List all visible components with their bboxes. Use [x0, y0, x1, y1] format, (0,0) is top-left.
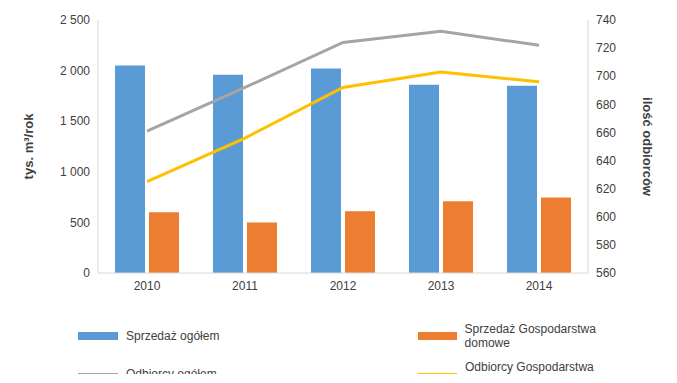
svg-text:680: 680	[596, 98, 616, 112]
svg-text:560: 560	[596, 266, 616, 280]
svg-text:2 500: 2 500	[60, 13, 90, 27]
html-text:Odbiorcy ogółem: Odbiorcy ogółem	[126, 367, 217, 381]
svg-text:720: 720	[596, 41, 616, 55]
html-text:Sprzedaż Gospodarstwa domowe: Sprzedaż Gospodarstwa domowe	[464, 322, 596, 350]
svg-text:500: 500	[70, 216, 90, 230]
svg-text:740: 740	[596, 13, 616, 27]
html-text:Sprzedaż ogółem: Sprzedaż ogółem	[126, 329, 220, 343]
svg-text:0: 0	[83, 266, 90, 280]
svg-text:2012: 2012	[330, 279, 357, 293]
svg-text:2014: 2014	[526, 279, 553, 293]
svg-text:660: 660	[596, 126, 616, 140]
svg-text:1 000: 1 000	[60, 165, 90, 179]
svg-text:2 000: 2 000	[60, 64, 90, 78]
svg-text:700: 700	[596, 69, 616, 83]
svg-text:580: 580	[596, 238, 616, 252]
svg-text:640: 640	[596, 154, 616, 168]
svg-text:600: 600	[596, 210, 616, 224]
svg-text:2011: 2011	[232, 279, 258, 293]
svg-text:ilość odbiorców: ilość odbiorców	[640, 97, 655, 197]
svg-text:tys. m³/rok: tys. m³/rok	[21, 113, 36, 180]
svg-text:2010: 2010	[134, 279, 161, 293]
svg-text:2013: 2013	[428, 279, 455, 293]
svg-text:1 500: 1 500	[60, 114, 90, 128]
svg-text:620: 620	[596, 182, 616, 196]
